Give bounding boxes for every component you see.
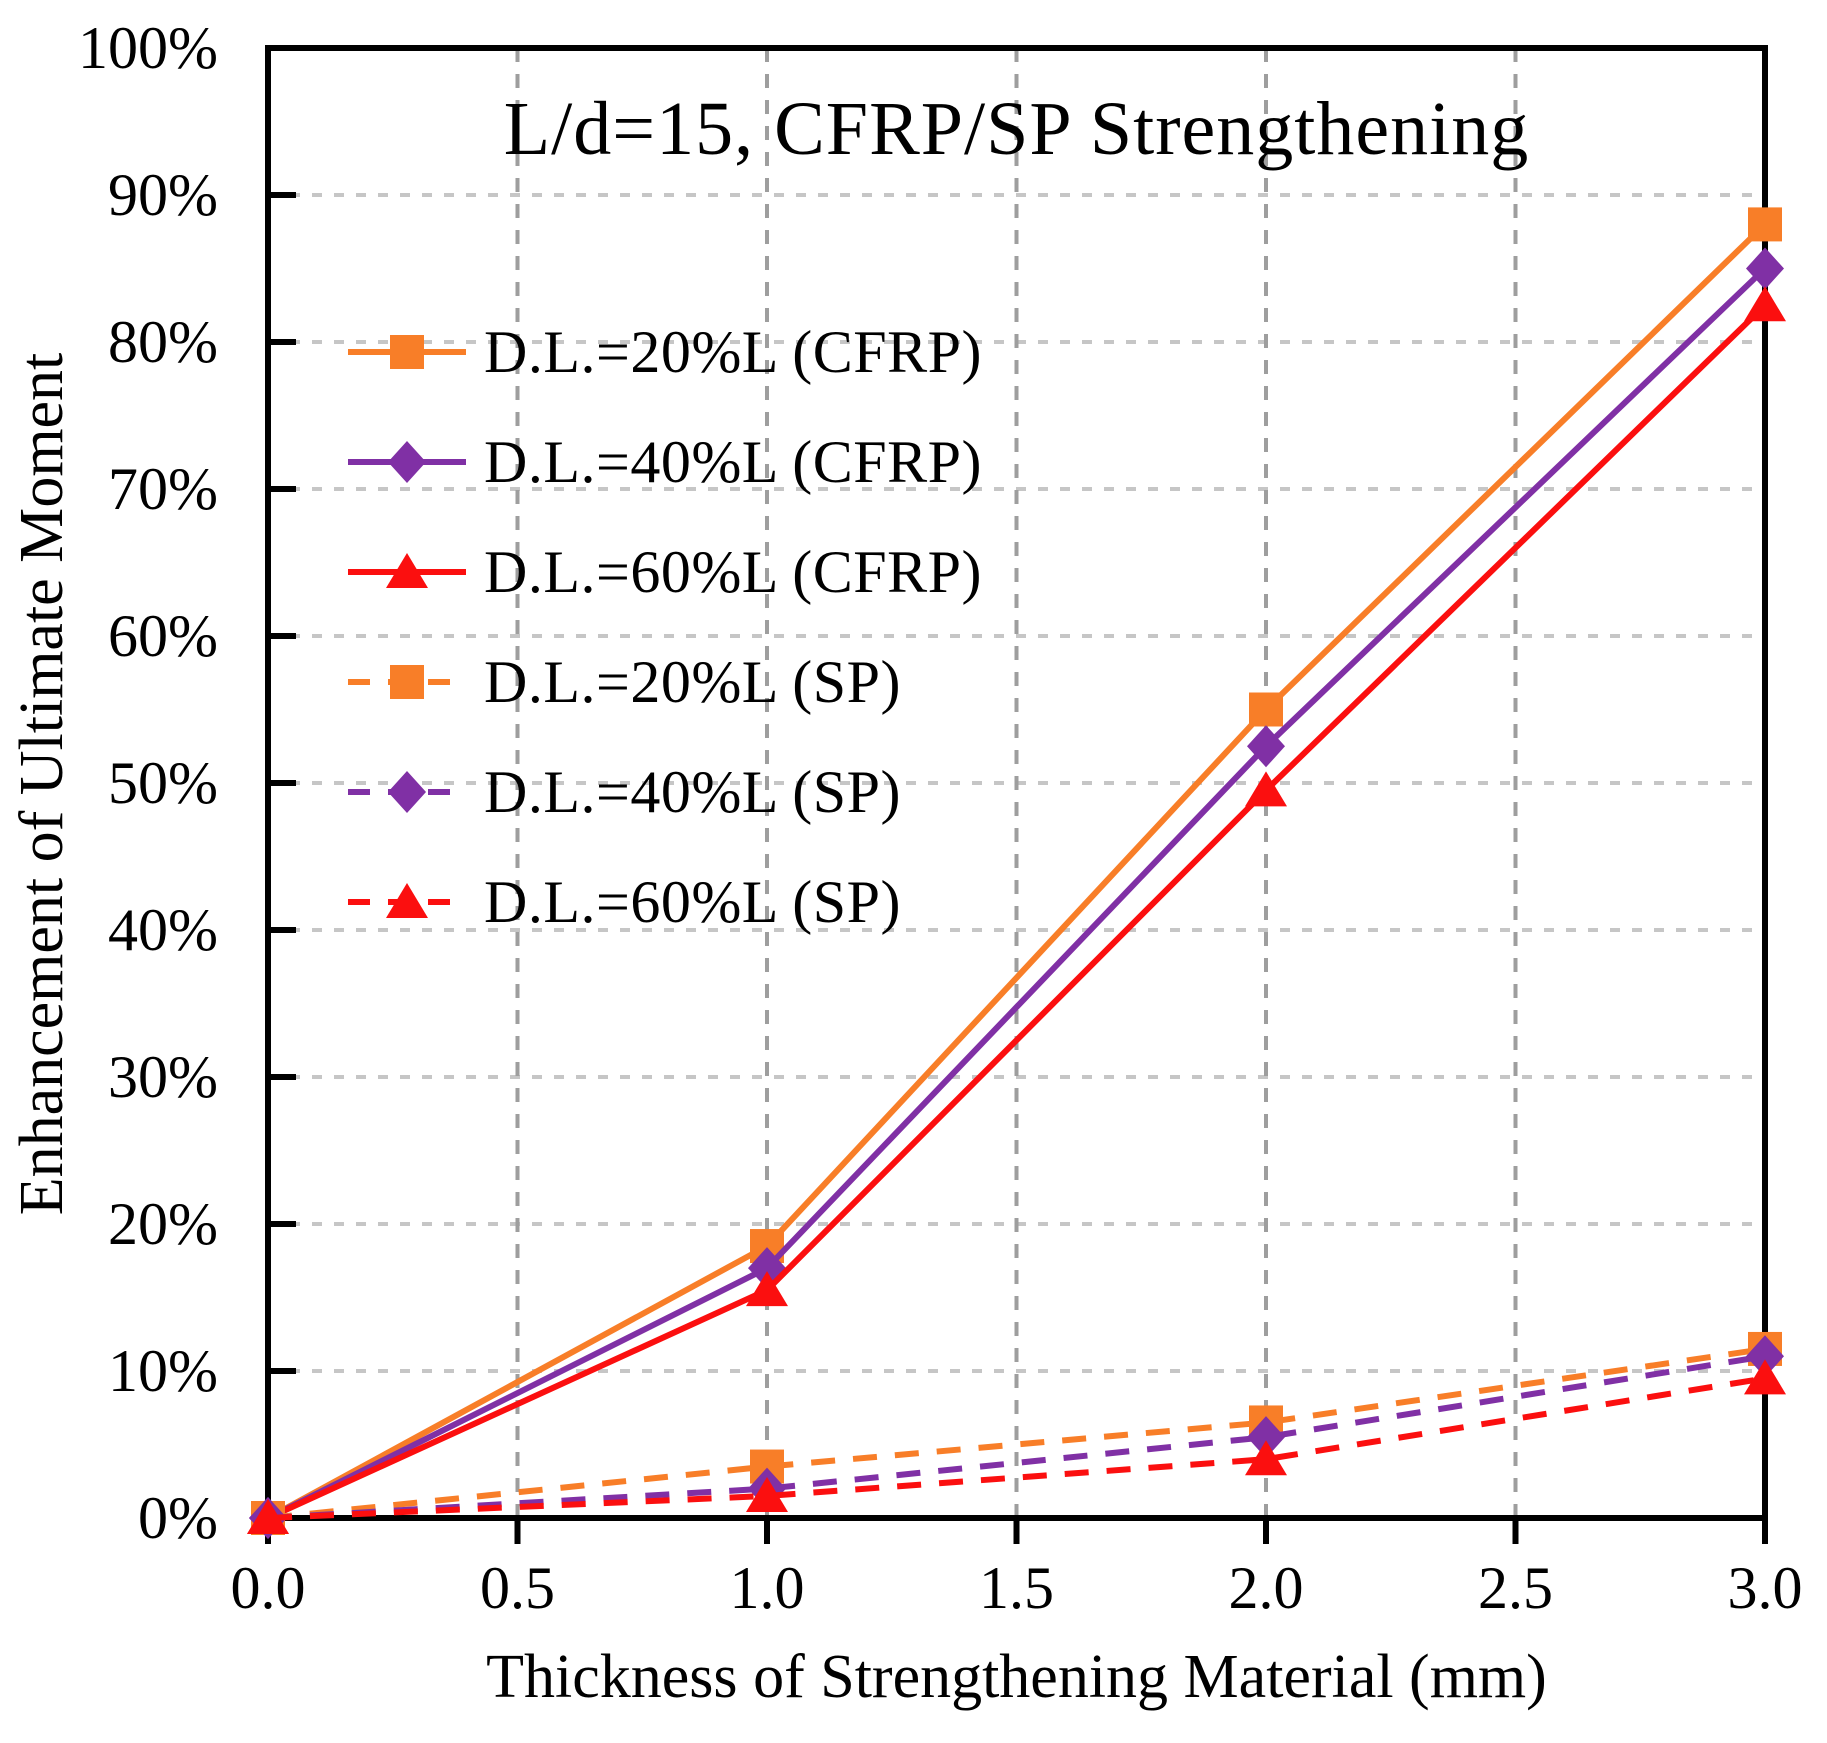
legend-item: D.L.=60%L (CFRP) xyxy=(348,517,982,627)
y-tick-label: 90% xyxy=(108,162,218,228)
x-axis-title: Thickness of Strengthening Material (mm) xyxy=(486,1643,1547,1711)
legend-label: D.L.=20%L (CFRP) xyxy=(484,318,982,385)
legend-item: D.L.=40%L (CFRP) xyxy=(348,407,982,517)
y-tick-label: 80% xyxy=(108,309,218,375)
diamond-marker xyxy=(1247,725,1285,768)
triangle-marker xyxy=(1245,1440,1287,1476)
triangle-marker xyxy=(1245,771,1287,807)
y-tick-label: 20% xyxy=(108,1191,218,1257)
legend-key xyxy=(348,771,466,813)
legend-label: D.L.=60%L (SP) xyxy=(484,868,901,935)
chart-title: L/d=15, CFRP/SP Strengthening xyxy=(503,87,1530,171)
triangle-marker xyxy=(746,1271,788,1307)
legend-label: D.L.=40%L (SP) xyxy=(484,758,901,825)
legend-label: D.L.=60%L (CFRP) xyxy=(484,538,982,605)
square-marker xyxy=(390,335,424,369)
y-tick-label: 0% xyxy=(138,1485,218,1551)
square-marker xyxy=(1249,692,1283,727)
y-tick-label: 60% xyxy=(108,603,218,669)
y-tick-label: 10% xyxy=(108,1338,218,1404)
legend-item: D.L.=60%L (SP) xyxy=(348,847,901,957)
x-tick-label: 3.0 xyxy=(1727,1555,1803,1621)
y-tick-label: 70% xyxy=(108,456,218,522)
plot-border xyxy=(265,45,1768,1521)
y-tick-label: 40% xyxy=(108,897,218,963)
legend-item: D.L.=40%L (SP) xyxy=(348,737,901,847)
x-tick-label: 1.0 xyxy=(729,1555,805,1621)
series-line xyxy=(266,222,1768,1521)
x-tick-label: 2.0 xyxy=(1228,1555,1304,1621)
y-tick-label: 30% xyxy=(108,1044,218,1110)
legend-key xyxy=(348,883,466,918)
legend-label: D.L.=40%L (CFRP) xyxy=(484,428,982,495)
legend-item: D.L.=20%L (CFRP) xyxy=(348,297,982,407)
legend-label: D.L.=20%L (SP) xyxy=(484,648,901,715)
legend-item: D.L.=20%L (SP) xyxy=(348,627,901,737)
triangle-marker xyxy=(386,553,428,588)
diamond-marker xyxy=(1746,1335,1784,1378)
y-tick-label: 50% xyxy=(108,750,218,816)
diamond-marker xyxy=(1247,1416,1285,1459)
triangle-marker xyxy=(746,1476,788,1512)
diamond-marker xyxy=(1746,247,1784,290)
triangle-marker xyxy=(247,1499,289,1534)
x-tick-label: 0.5 xyxy=(480,1555,555,1621)
legend-key xyxy=(348,665,466,699)
triangle-marker xyxy=(1744,1359,1786,1395)
square-marker xyxy=(1748,207,1782,242)
legend-key xyxy=(348,335,466,369)
x-tick-label: 1.5 xyxy=(979,1555,1054,1621)
y-tick-label: 100% xyxy=(78,15,218,81)
triangle-marker xyxy=(1744,286,1786,322)
series-line xyxy=(266,266,1768,1521)
legend-key xyxy=(348,553,466,588)
diamond-marker xyxy=(388,771,426,813)
series-line xyxy=(266,303,1768,1521)
triangle-marker xyxy=(386,883,428,918)
diamond-marker xyxy=(388,441,426,483)
x-tick-label: 0.0 xyxy=(230,1555,306,1621)
x-tick-label: 2.5 xyxy=(1478,1555,1553,1621)
legend-key xyxy=(348,441,466,483)
square-marker xyxy=(390,665,424,699)
